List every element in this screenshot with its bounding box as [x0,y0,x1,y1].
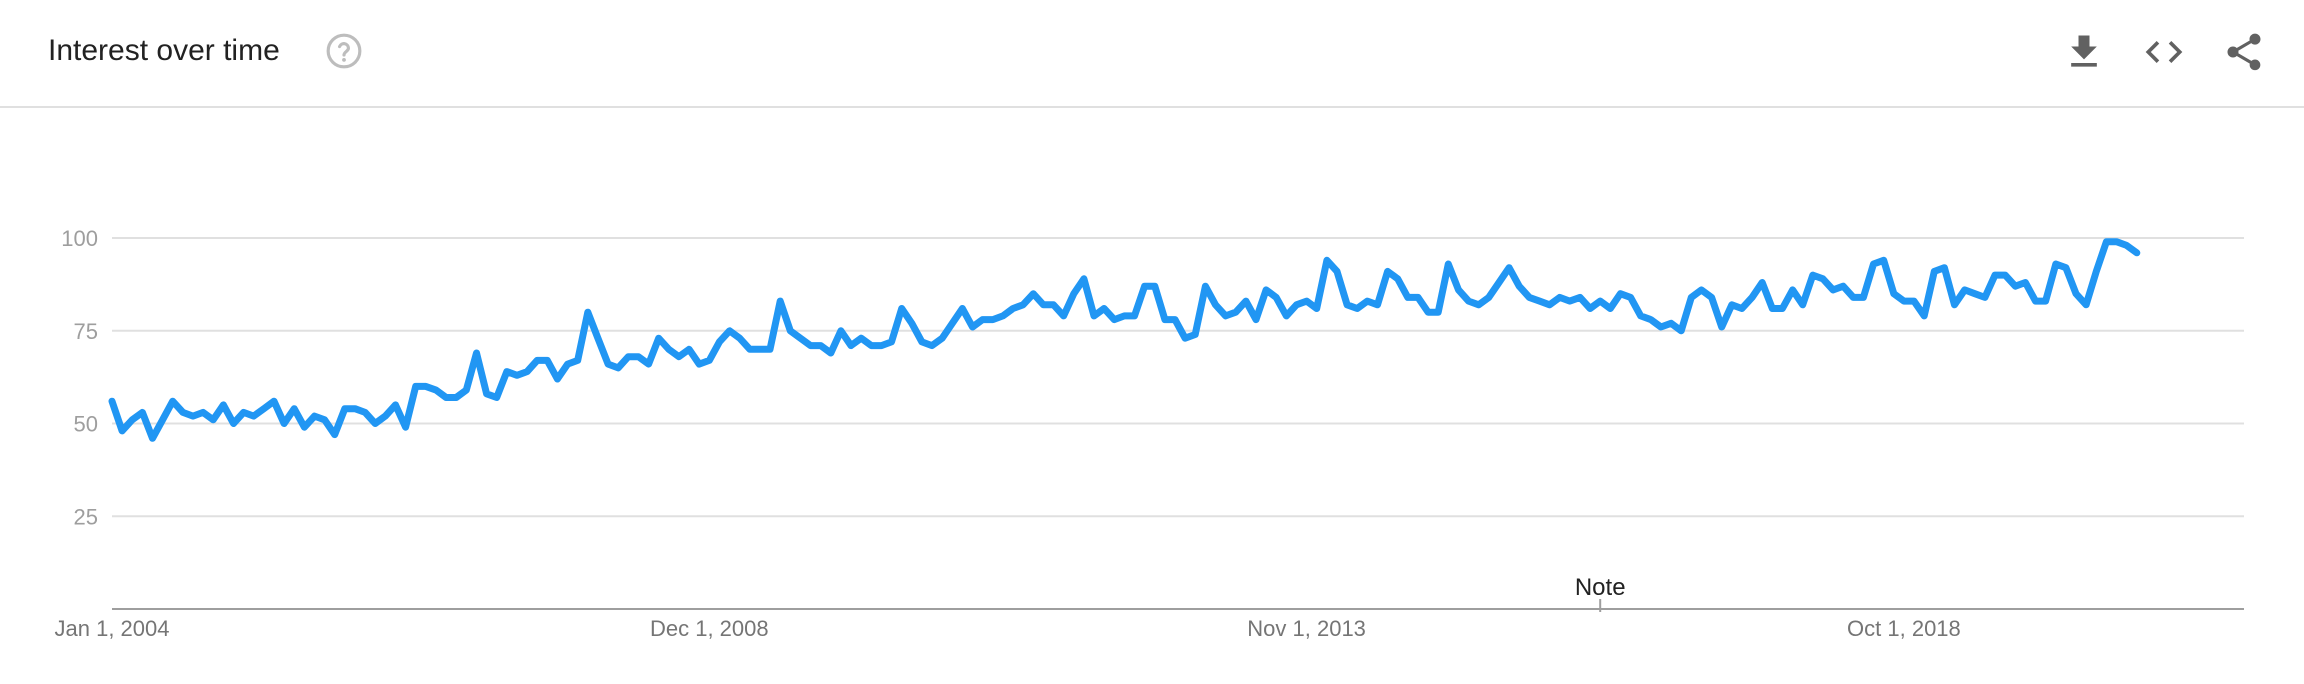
gridlines [112,238,2244,516]
x-tick-label: Nov 1, 2013 [1247,616,1366,641]
y-tick-label: 25 [74,504,98,529]
chart-header: Interest over time [0,0,2304,108]
download-icon[interactable] [2062,30,2106,74]
y-tick-label: 100 [61,226,98,251]
x-tick-label: Oct 1, 2018 [1847,616,1961,641]
code-embed-icon[interactable] [2142,30,2186,74]
y-tick-label: 50 [74,412,98,437]
series-line[interactable] [112,242,2137,439]
x-tick-label: Jan 1, 2004 [55,616,170,641]
series-layer [112,242,2137,439]
line-chart: 25 50 75 100 Jan 1, 2004 Dec 1, 2008 Nov 1, 20… [0,108,2304,684]
share-icon[interactable] [2222,30,2266,74]
y-tick-label: 75 [74,319,98,344]
x-tick-label: Dec 1, 2008 [650,616,769,641]
note-label[interactable]: Note [1575,574,1626,601]
help-circle-icon[interactable] [325,32,363,70]
annotations: Note [1575,574,1626,612]
chart-title: Interest over time [48,34,280,68]
